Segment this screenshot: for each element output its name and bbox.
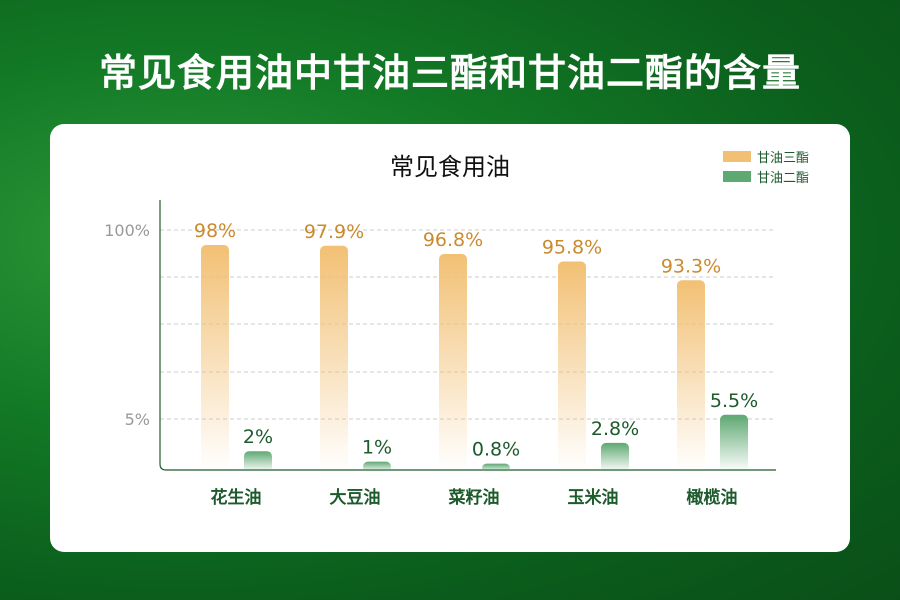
data-label: 5.5% bbox=[710, 390, 758, 412]
x-tick-label: 菜籽油 bbox=[448, 487, 500, 508]
data-label: 98% bbox=[194, 220, 236, 242]
data-label: 2.8% bbox=[591, 418, 639, 440]
x-tick-label: 大豆油 bbox=[330, 487, 381, 508]
bar bbox=[677, 280, 705, 472]
legend-swatch bbox=[723, 151, 751, 162]
x-tick-label: 玉米油 bbox=[568, 487, 619, 508]
bar bbox=[720, 414, 748, 472]
y-tick-label: 100% bbox=[104, 221, 150, 240]
data-label: 93.3% bbox=[661, 255, 721, 277]
bar bbox=[601, 442, 629, 472]
bar bbox=[201, 245, 229, 472]
legend-label: 甘油二酯 bbox=[757, 171, 809, 186]
chart-title: 常见食用油 bbox=[390, 153, 510, 181]
bar bbox=[439, 254, 467, 472]
legend-swatch bbox=[723, 171, 751, 182]
page-title: 常见食用油中甘油三酯和甘油二酯的含量 bbox=[98, 51, 801, 95]
bar bbox=[244, 451, 272, 472]
bar bbox=[320, 245, 348, 472]
data-label: 0.8% bbox=[472, 439, 520, 461]
x-tick-label: 橄榄油 bbox=[687, 487, 738, 508]
y-tick-label: 5% bbox=[125, 410, 150, 429]
data-label: 1% bbox=[362, 437, 392, 459]
axis-line bbox=[159, 200, 776, 471]
bar bbox=[363, 461, 391, 472]
x-tick-label: 花生油 bbox=[211, 487, 262, 508]
legend-label: 甘油三酯 bbox=[757, 151, 809, 166]
bar bbox=[558, 261, 586, 472]
data-label: 2% bbox=[243, 426, 273, 448]
bar bbox=[482, 463, 510, 472]
data-label: 95.8% bbox=[542, 237, 602, 259]
data-label: 96.8% bbox=[423, 229, 483, 251]
data-label: 97.9% bbox=[304, 221, 364, 243]
